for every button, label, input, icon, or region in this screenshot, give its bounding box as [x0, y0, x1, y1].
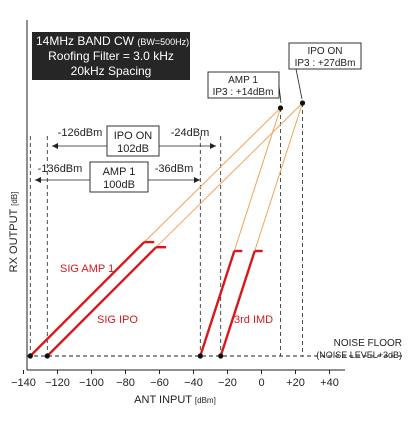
amp1-dr-arrowhead-left [35, 177, 41, 183]
imd-ipo-line [219, 250, 256, 357]
y-axis-title: RX OUTPUT [dB] [8, 192, 20, 273]
ipo-dr-value: 102dB [117, 143, 149, 155]
x-tick-label: −120 [45, 377, 70, 389]
ipo-dr-arrowhead-left [52, 143, 58, 149]
extrap-sig-amp1 [143, 107, 281, 243]
noise-floor-point [27, 353, 33, 359]
noise-floor-label: NOISE FLOOR [334, 338, 402, 349]
title-line3: 20kHz Spacing [71, 64, 152, 78]
y-axis-label: RX OUTPUT [8, 208, 20, 272]
amp1-dr-value: 100dB [103, 179, 135, 191]
amp1-ip3-value: IP3 : +14dBm [213, 87, 274, 98]
title-line2: Roofing Filter = 3.0 kHz [48, 49, 174, 63]
ipo-ip3-label: IPO ON IP3 : +27dBm [288, 42, 362, 70]
ipo-dr-arrowhead-right [210, 143, 216, 149]
extrap-sig-ipo [155, 102, 303, 248]
x-axis-unit: [dBm] [195, 396, 216, 405]
noise-floor-point [197, 353, 203, 359]
sig-amp1-label: SIG AMP 1 [60, 263, 114, 275]
x-axis-title: ANT INPUT [dBm] [134, 394, 216, 406]
amp1-dr-to: -36dBm [155, 163, 194, 175]
amp1-dr-name: AMP 1 [103, 166, 136, 178]
svg-text:RX OUTPUT [dB]: RX OUTPUT [dB] [8, 192, 20, 273]
title-line1-small: (BW=500Hz) [137, 37, 189, 47]
title-line1: 14MHz BAND CW (BW=500Hz) [36, 34, 189, 48]
ipo-dr-name: IPO ON [114, 130, 153, 142]
x-tick-label: −20 [218, 377, 237, 389]
ipo-ip3-leader [295, 68, 303, 100]
x-tick-label: −140 [11, 377, 36, 389]
ipo-ip3-value: IP3 : +27dBm [295, 58, 356, 69]
x-tick-label: −60 [150, 377, 169, 389]
ipo-dr-from: -126dBm [58, 127, 103, 139]
amp1-ip3-label: AMP 1 IP3 : +14dBm [207, 71, 280, 99]
x-tick-label: 0 [258, 377, 264, 389]
x-axis-label: ANT INPUT [134, 394, 192, 406]
extrap-imd-ipo [254, 102, 303, 252]
ipo-ip3-name: IPO ON [307, 46, 342, 57]
imd-label: 3rd IMD [234, 314, 273, 326]
title-box: 14MHz BAND CW (BW=500Hz) Roofing Filter … [32, 32, 190, 80]
x-tick-label: −80 [116, 377, 135, 389]
ipo-dynamic-range: -126dBm -24dBm IPO ON 102dB [52, 125, 216, 157]
imd-amp1-line [199, 250, 236, 357]
ip3-point [277, 105, 284, 111]
sig-ipo-label: SIG IPO [97, 314, 138, 326]
extrap-imd-amp1 [233, 107, 281, 252]
guide-lines [29, 103, 303, 356]
y-axis-unit: [dB] [10, 192, 19, 206]
x-tick-label: +40 [320, 377, 339, 389]
noise-floor-point [44, 353, 50, 359]
x-tick-label: −100 [79, 377, 104, 389]
amp1-ip3-leader [278, 85, 282, 104]
ipo-dr-to: -24dBm [171, 127, 210, 139]
amp1-dr-from: -136dBm [38, 163, 83, 175]
x-ticks: −140 −120 −100 −80 −60 −40 −20 0 +20 +40 [11, 370, 339, 389]
noise-level-label: (NOISE LEVEL+3dB) [316, 350, 402, 360]
sig-amp1-line [29, 241, 146, 357]
sig-ipo-line [46, 246, 157, 357]
ip3-point [299, 100, 306, 106]
amp1-dr-arrowhead-right [194, 177, 200, 183]
noise-floor-point [218, 353, 224, 359]
x-tick-label: −40 [184, 377, 203, 389]
amp1-dynamic-range: -136dBm -36dBm AMP 1 100dB [35, 161, 200, 193]
amp1-ip3-name: AMP 1 [228, 75, 258, 86]
data-points [27, 100, 306, 359]
extrapolation-lines [143, 102, 303, 252]
series-lines [29, 240, 263, 357]
x-tick-label: +20 [286, 377, 305, 389]
